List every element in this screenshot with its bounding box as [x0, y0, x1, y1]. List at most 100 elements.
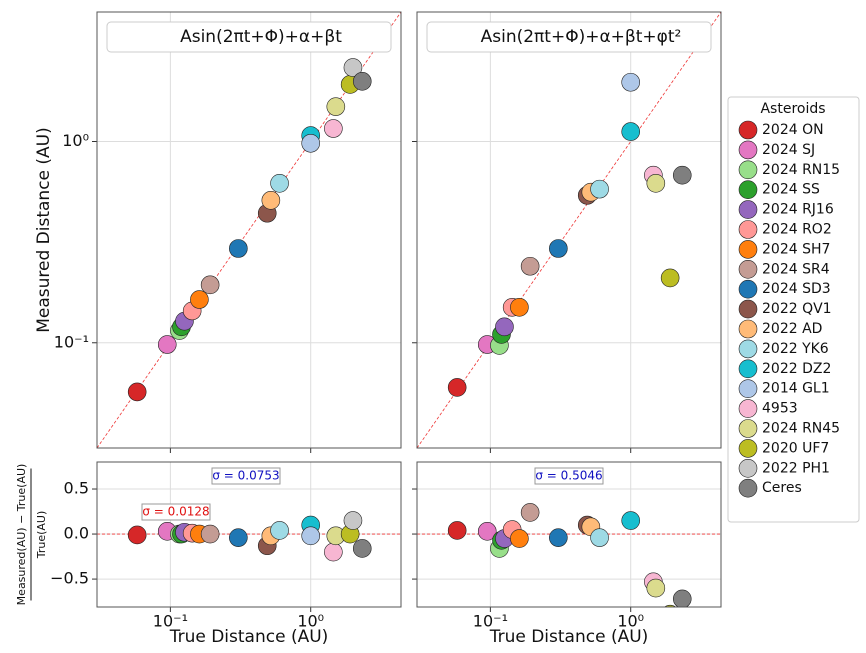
point [229, 528, 248, 547]
panel: Asin(2πt+Φ)+α+βt+φt² [412, 0, 722, 453]
point [352, 539, 372, 558]
legend-marker [738, 319, 758, 339]
legend-marker [738, 299, 758, 319]
y-tick-label: 10⁻¹ [54, 332, 89, 351]
legend-label: 2024 RJ16 [762, 202, 834, 218]
y-tick-label: 0.5 [64, 479, 89, 498]
points [447, 394, 692, 607]
legend-title: Asteroids [760, 101, 825, 117]
legend-marker [738, 359, 758, 379]
plot-frame [96, 461, 402, 608]
point [157, 335, 177, 354]
y-tick-label: 10⁰ [62, 131, 89, 150]
point [660, 268, 680, 288]
legend-marker [738, 339, 758, 359]
legend-marker [738, 180, 758, 199]
y-axis-label: Measured Distance (AU) [34, 127, 54, 333]
point [520, 256, 540, 276]
point [301, 526, 321, 546]
point [324, 119, 343, 138]
point [447, 378, 467, 397]
point [343, 58, 363, 77]
x-tick-label: 10⁰ [297, 612, 324, 631]
point [621, 72, 641, 92]
legend-label: Ceres [762, 480, 802, 496]
y-tick-label: −0.5 [50, 569, 89, 588]
legend-label: 2022 YK6 [762, 341, 829, 357]
y-axis-label-denominator: True(AU) [35, 511, 48, 560]
plot-frame [416, 461, 722, 608]
point [621, 511, 641, 530]
legend-marker [738, 140, 758, 160]
annotation-box [141, 503, 211, 521]
legend-marker [738, 259, 758, 279]
panel-title: Asin(2πt+Φ)+α+βt+φt² [481, 27, 682, 47]
legend-label: 2014 GL1 [762, 381, 830, 397]
annotation-box [211, 467, 281, 485]
legend-marker [738, 399, 758, 418]
panel-title: Asin(2πt+Φ)+α+βt [180, 27, 342, 47]
x-tick-label: 10⁻¹ [473, 612, 508, 631]
legend-marker [738, 478, 758, 498]
legend-label: 2022 DZ2 [762, 361, 831, 377]
legend-label: 2022 PH1 [762, 460, 830, 476]
legend-label: 2022 AD [762, 321, 822, 337]
x-axis-label: True Distance (AU) [489, 627, 649, 647]
legend-label: 2024 RN45 [762, 421, 840, 437]
point [646, 578, 666, 598]
title-box [426, 21, 712, 53]
points [127, 58, 372, 402]
legend-marker [738, 379, 758, 399]
point [447, 521, 467, 540]
point [549, 528, 568, 547]
legend: Asteroids 2024 ON 2024 SJ 2024 RN15 2024 SS 2… [727, 96, 860, 523]
legend-label: 2024 SJ [762, 142, 815, 158]
x-tick-label: 10⁰ [617, 612, 644, 631]
legend-label: 2024 RN15 [762, 162, 840, 178]
legend-box [727, 96, 860, 523]
legend-marker [738, 419, 758, 438]
annotation-box [534, 467, 604, 485]
point [477, 522, 497, 541]
point [229, 239, 248, 258]
legend-label: 2024 SR4 [762, 261, 830, 277]
plot-frame [96, 11, 402, 449]
legend-label: 4953 [762, 401, 798, 417]
legend-label: 2020 UF7 [762, 440, 829, 456]
point [510, 298, 529, 317]
point [200, 275, 220, 295]
x-tick-label: 10⁻¹ [153, 612, 188, 631]
legend-marker [738, 160, 758, 180]
point [664, 0, 682, 12]
legend-marker [738, 458, 758, 478]
panel: 10⁻¹ 10⁰ Asin(2πt+Φ)+α+βt Measured Distance… [34, 11, 402, 453]
point [190, 290, 209, 309]
annotation: σ = 0.5046 [535, 469, 602, 483]
title-box [106, 21, 392, 53]
legend-marker [738, 279, 758, 299]
point [495, 317, 514, 337]
legend-label: 2024 SS [762, 182, 820, 198]
reference-line [416, 11, 722, 449]
legend-marker [738, 200, 758, 219]
point [510, 529, 529, 548]
point [621, 122, 641, 141]
legend-marker [738, 220, 758, 239]
point [590, 179, 609, 199]
point [200, 524, 220, 544]
legend-label: 2024 ON [762, 122, 824, 138]
point [352, 72, 372, 91]
y-axis-label-numerator: Measured(AU) − True(AU) [15, 464, 28, 606]
point [646, 173, 666, 193]
point [672, 165, 692, 185]
points [447, 0, 692, 397]
point [326, 97, 346, 116]
point [270, 521, 289, 540]
point [664, 394, 682, 412]
point [343, 511, 363, 530]
point [664, 604, 677, 607]
x-axis-label: True Distance (AU) [169, 627, 329, 647]
y-tick-label: 0.0 [64, 524, 89, 543]
